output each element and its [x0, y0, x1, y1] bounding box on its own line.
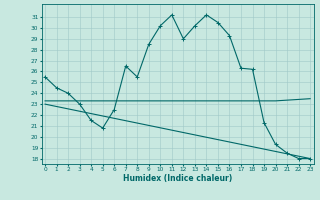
X-axis label: Humidex (Indice chaleur): Humidex (Indice chaleur) [123, 174, 232, 183]
